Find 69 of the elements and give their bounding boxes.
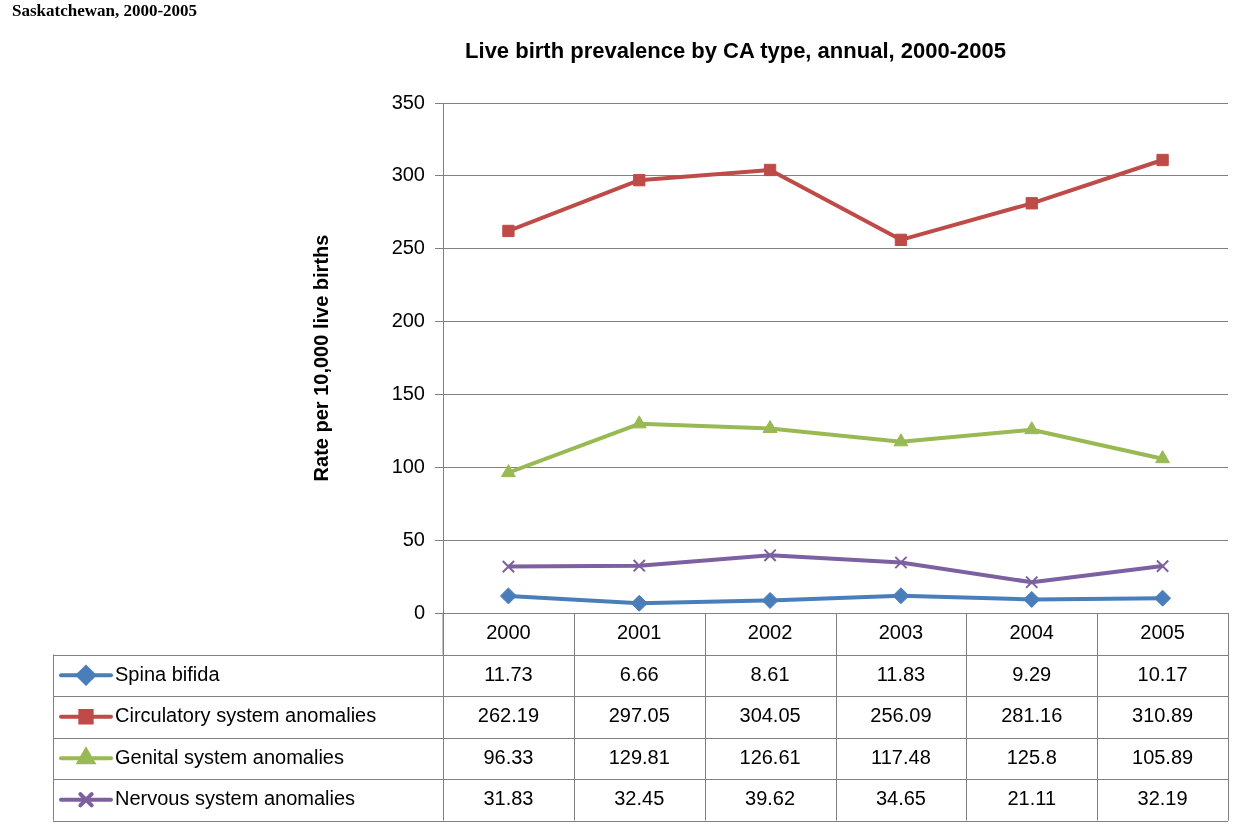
data-label: 11.73: [484, 662, 533, 685]
point: [630, 594, 648, 612]
data-label: 297.05: [608, 704, 670, 727]
point: [894, 233, 908, 246]
data-label: 125.8: [1006, 745, 1057, 768]
y-tick-label: 100: [391, 454, 425, 477]
data-label: 39.62: [745, 787, 796, 810]
x-tick-label: 2005: [1140, 621, 1185, 644]
data-label: 8.61: [750, 662, 790, 685]
point: [761, 591, 779, 609]
data-label: 32.45: [614, 787, 665, 810]
data-label: 117.48: [871, 745, 931, 768]
point: [632, 559, 646, 573]
data-label: 32.19: [1137, 787, 1188, 810]
point: [1023, 590, 1041, 608]
point: [631, 415, 647, 429]
y-tick-label: 0: [413, 600, 425, 623]
point: [1155, 559, 1170, 573]
point: [762, 420, 778, 434]
data-label: 96.33: [483, 745, 534, 768]
y-tick-label: 350: [391, 90, 425, 113]
x-tick-label: 2004: [1009, 621, 1054, 644]
x-tick-label: 2001: [617, 621, 662, 644]
point: [893, 433, 909, 447]
point: [1025, 575, 1039, 589]
point: [892, 587, 910, 605]
point: [1155, 450, 1171, 464]
point: [894, 555, 908, 570]
data-label: 129.81: [608, 745, 670, 768]
y-tick-label: 50: [402, 527, 425, 550]
x-tick-label: 2002: [747, 621, 793, 644]
data-label: 9.29: [1012, 662, 1052, 685]
data-label: 256.09: [870, 704, 932, 727]
legend-label: Genital system anomalies: [115, 745, 344, 768]
text: Saskatchewan, 2000-2005: [12, 0, 198, 20]
legend-label: Circulatory system anomalies: [115, 704, 377, 727]
data-label: 21.11: [1007, 787, 1057, 810]
point: [500, 464, 516, 478]
data-label: 281.16: [1001, 704, 1063, 727]
point: [1156, 153, 1169, 167]
data-label: 310.89: [1132, 704, 1194, 727]
data-label: 304.05: [739, 704, 801, 727]
point: [499, 587, 517, 605]
y-tick-label: 300: [391, 163, 425, 186]
data-label: 31.83: [483, 787, 534, 810]
chart-title: Live birth prevalence by CA type, annual, 2000-2005: [465, 38, 1006, 64]
data-label: 11.83: [876, 662, 926, 685]
data-label: 34.65: [875, 787, 926, 810]
point: [763, 163, 777, 177]
y-tick-label: 200: [391, 309, 425, 332]
legend-label: Spina bifida: [115, 662, 221, 685]
point: [501, 559, 516, 574]
x-tick-label: 2000: [486, 621, 531, 644]
data-label: 126.61: [739, 745, 801, 768]
point: [502, 224, 515, 238]
y-axis-title: Rate per 10,000 live births: [309, 234, 332, 482]
data-label: 105.89: [1132, 745, 1194, 768]
point: [1024, 421, 1040, 435]
legend-label: Nervous system anomalies: [115, 787, 356, 810]
y-tick-label: 250: [391, 236, 425, 259]
point: [763, 548, 777, 562]
x-tick-label: 2003: [878, 621, 924, 644]
point: [1154, 589, 1172, 607]
data-label: 262.19: [477, 704, 539, 727]
data-label: 6.66: [619, 662, 659, 685]
point: [1025, 197, 1038, 210]
y-tick-label: 150: [391, 381, 425, 404]
point: [633, 174, 646, 187]
data-label: 10.17: [1137, 662, 1188, 685]
